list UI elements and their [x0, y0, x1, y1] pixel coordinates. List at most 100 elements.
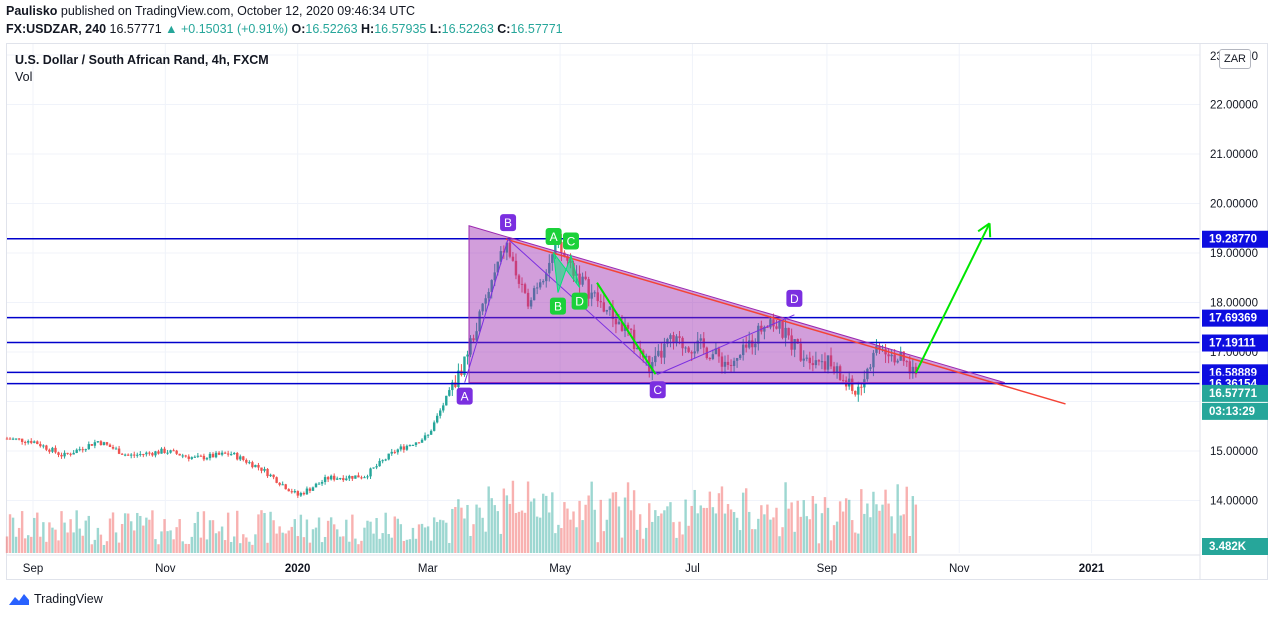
level-price-tag: 17.69369: [1202, 309, 1268, 327]
volume-bar: [63, 522, 66, 553]
volume-bar: [299, 514, 303, 553]
volume-bar: [826, 507, 830, 553]
volume-bar: [854, 532, 857, 553]
candle-body: [820, 361, 824, 363]
volume-bar: [884, 489, 887, 553]
candle-body: [96, 441, 100, 443]
volume-bar: [260, 510, 263, 553]
candle-body: [660, 350, 663, 358]
candle-body: [851, 378, 854, 391]
candle-body: [45, 445, 48, 450]
candle-body: [675, 336, 678, 343]
volume-bar: [399, 524, 403, 553]
volume-bar: [714, 513, 718, 553]
candle-body: [787, 327, 790, 336]
volume-bar: [520, 510, 524, 553]
volume-bar: [535, 516, 539, 553]
volume-bar: [302, 537, 306, 553]
candle-body: [163, 448, 166, 453]
volume-bar: [445, 522, 448, 553]
volume-bar: [608, 498, 612, 553]
candle-body: [711, 354, 715, 359]
time-tick-label: Jul: [685, 563, 700, 575]
candle-body: [723, 361, 727, 367]
candle-body: [99, 441, 103, 446]
candle-body: [233, 452, 236, 455]
candle-body: [817, 360, 821, 362]
candle-body: [472, 338, 475, 341]
tradingview-logo[interactable]: TradingView: [8, 592, 103, 606]
volume-bar: [181, 541, 184, 553]
volume-bar: [829, 540, 833, 553]
volume-bar: [696, 513, 699, 553]
candle-body: [296, 491, 300, 496]
volume-bar: [660, 513, 663, 553]
volume-bar: [632, 490, 636, 553]
candle-body: [326, 477, 330, 480]
candle-body: [411, 444, 415, 446]
candle-body: [463, 356, 466, 376]
volume-bar: [454, 507, 457, 553]
candle-body: [590, 292, 593, 299]
candle-body: [57, 452, 60, 455]
candle-body: [611, 306, 615, 320]
volume-bar: [105, 541, 109, 553]
low-value: 16.52263: [441, 22, 494, 36]
volume-bar: [548, 512, 551, 553]
volume-bar: [193, 523, 197, 553]
candle-body: [439, 410, 442, 416]
candle-body: [396, 449, 400, 453]
candle-body: [157, 451, 160, 454]
volume-bar: [484, 531, 487, 553]
volume-bar: [311, 529, 315, 553]
candle-body: [117, 448, 121, 454]
harmonic-point-label: B: [504, 216, 512, 230]
candle-body: [554, 244, 557, 255]
candle-body: [551, 254, 554, 263]
candle-body: [220, 452, 224, 455]
price-tick-label: 15.00000: [1210, 446, 1258, 458]
candle-body: [202, 455, 206, 460]
volume-bar: [120, 523, 124, 553]
ohlc-line: FX:USDZAR, 240 16.57771 ▲ +0.15031 (+0.9…: [6, 22, 563, 36]
volume-bar: [293, 519, 297, 553]
candle-body: [372, 467, 375, 469]
candle-body: [178, 453, 181, 456]
candle-body: [102, 442, 106, 446]
candle-body: [345, 478, 348, 481]
candle-body: [142, 454, 145, 456]
harmonic-point-label-box: [500, 214, 517, 232]
volume-bar: [908, 536, 911, 553]
volume-bar: [757, 518, 760, 553]
volume-bar: [48, 522, 51, 553]
candle-body: [663, 343, 666, 358]
volume-bar: [60, 511, 63, 553]
candle-body: [390, 451, 393, 454]
candle-body: [596, 292, 599, 302]
candle-body: [320, 482, 324, 484]
volume-bar: [208, 520, 212, 553]
volume-bar: [296, 536, 300, 553]
volume-bar: [126, 513, 130, 553]
volume-bar: [584, 504, 587, 553]
candle-body: [793, 339, 796, 350]
volume-bar: [911, 496, 915, 553]
volume-bar: [269, 511, 272, 553]
candle-body: [311, 487, 315, 491]
volume-bar: [817, 543, 821, 553]
candle-body: [457, 370, 460, 387]
volume-bar: [538, 517, 542, 553]
volume-bar: [890, 516, 893, 553]
volume-bar: [211, 520, 215, 553]
currency-button[interactable]: ZAR: [1219, 49, 1251, 69]
volume-bar: [451, 508, 454, 553]
volume-bar: [417, 524, 421, 553]
candle-body: [617, 321, 621, 325]
volume-bar: [414, 538, 418, 553]
high-label: H:: [361, 22, 375, 36]
candle-body: [478, 311, 481, 332]
volume-bar: [769, 519, 772, 553]
candle-body: [87, 444, 90, 450]
candle-body: [772, 319, 775, 327]
